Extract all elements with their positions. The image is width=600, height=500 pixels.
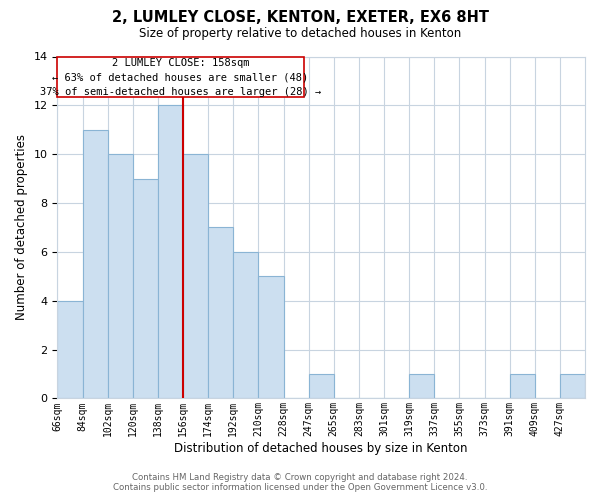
Bar	[409, 374, 434, 398]
Bar	[208, 228, 233, 398]
Text: 2, LUMLEY CLOSE, KENTON, EXETER, EX6 8HT: 2, LUMLEY CLOSE, KENTON, EXETER, EX6 8HT	[112, 10, 488, 25]
Bar	[308, 374, 334, 398]
Bar	[259, 276, 284, 398]
Bar	[233, 252, 259, 398]
Text: 2 LUMLEY CLOSE: 158sqm
← 63% of detached houses are smaller (48)
37% of semi-det: 2 LUMLEY CLOSE: 158sqm ← 63% of detached…	[40, 58, 321, 98]
Text: Contains HM Land Registry data © Crown copyright and database right 2024.
Contai: Contains HM Land Registry data © Crown c…	[113, 473, 487, 492]
Bar	[183, 154, 208, 398]
Bar	[133, 178, 158, 398]
Bar	[83, 130, 107, 398]
Bar	[509, 374, 535, 398]
Bar	[560, 374, 585, 398]
Text: Size of property relative to detached houses in Kenton: Size of property relative to detached ho…	[139, 28, 461, 40]
X-axis label: Distribution of detached houses by size in Kenton: Distribution of detached houses by size …	[175, 442, 468, 455]
Bar	[58, 300, 83, 398]
Bar	[107, 154, 133, 398]
Y-axis label: Number of detached properties: Number of detached properties	[15, 134, 28, 320]
Bar	[158, 106, 183, 399]
FancyBboxPatch shape	[58, 56, 304, 97]
